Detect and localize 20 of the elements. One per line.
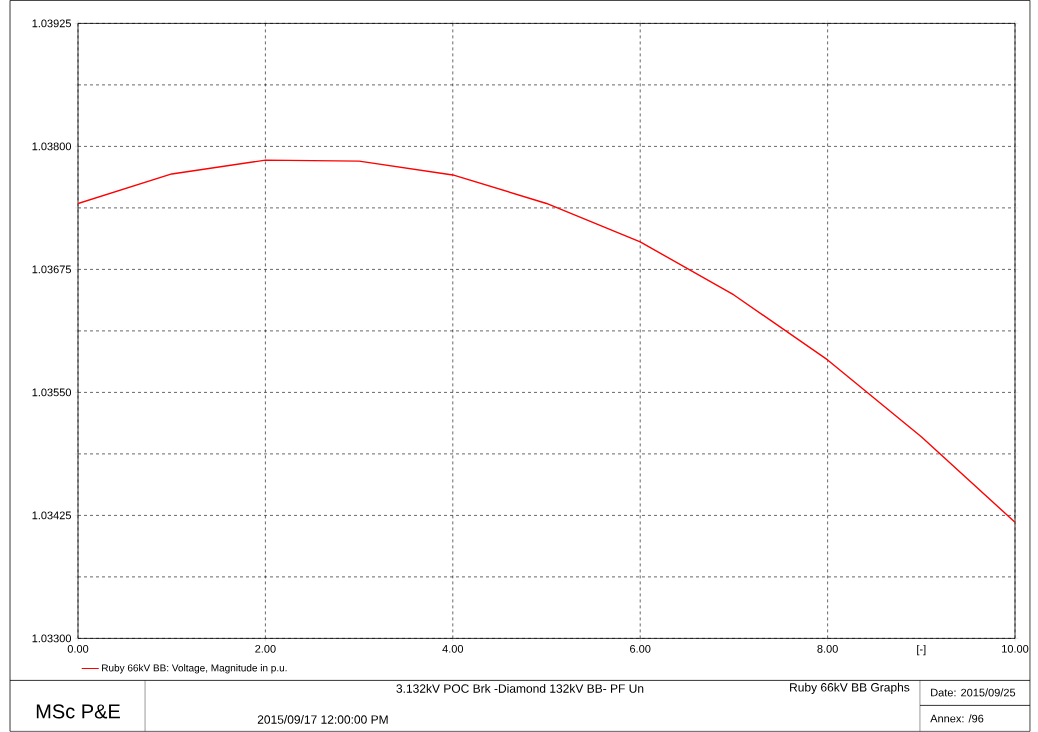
x-tick-label: 8.00 xyxy=(817,645,838,653)
text: Ruby 66kV BB Graphs xyxy=(790,682,910,695)
x-tick-label: 0.00 xyxy=(67,645,89,653)
x-tick-label: 6.00 xyxy=(630,645,651,653)
y-tick-label: 1.03675 xyxy=(32,265,71,274)
text: 2015/09/17 12:00:00 PM xyxy=(257,715,388,724)
y-tick-label: 1.03925 xyxy=(32,19,71,28)
text: Annex: /96 xyxy=(930,714,984,723)
text: MSc P&E xyxy=(36,704,120,719)
legend-label: Ruby 66kV BB: Voltage, Magnitude in p.u. xyxy=(102,664,287,674)
x-axis-title: [-] xyxy=(917,645,926,656)
y-tick-label: 1.03800 xyxy=(32,142,72,151)
x-tick-label: 10.00 xyxy=(1002,645,1029,653)
x-tick-label: 2.00 xyxy=(255,645,276,653)
text: 3.132kV POC Brk -Diamond 132kV BB- PF Un xyxy=(396,684,644,693)
y-tick-label: 1.03550 xyxy=(32,388,72,397)
x-tick-label: 4.00 xyxy=(442,645,464,653)
text: Date: 2015/09/25 xyxy=(931,688,1016,697)
y-tick-label: 1.03425 xyxy=(32,511,71,520)
y-tick-label: 1.03300 xyxy=(32,634,72,643)
